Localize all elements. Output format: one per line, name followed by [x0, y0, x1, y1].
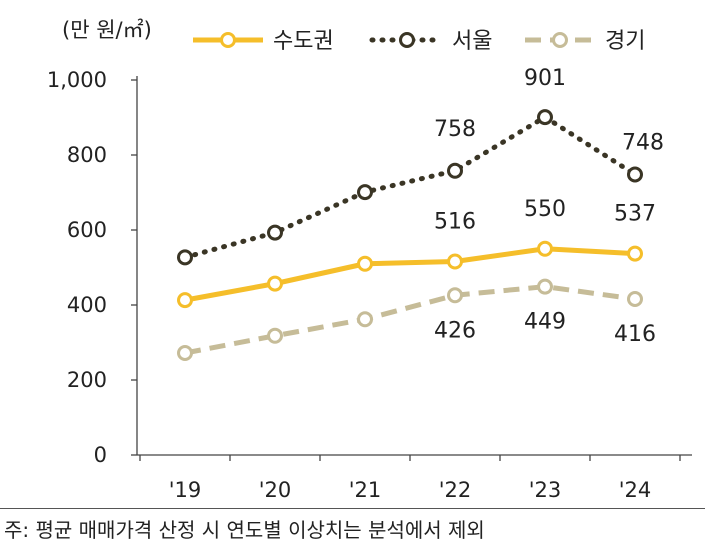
data-point [177, 292, 193, 309]
data-label: 748 [622, 131, 664, 156]
data-label: 758 [434, 117, 476, 142]
series-0 [177, 240, 643, 309]
x-tick-label: '20 [259, 478, 292, 502]
y-tick-label: 200 [67, 368, 107, 392]
data-point [537, 278, 553, 295]
data-label: 449 [524, 310, 566, 335]
series-1 [177, 109, 643, 266]
x-tick-label: '19 [169, 478, 202, 502]
data-point [357, 255, 373, 272]
series-layer [177, 109, 643, 361]
legend: 수도권 서울 경기 [193, 29, 645, 54]
data-point [267, 275, 283, 292]
y-tick-label: 800 [67, 143, 107, 167]
chart: (만 원/㎡) 수도권 서울 경기 0 200 400 600 800 1,000 '19 '20… [47, 18, 692, 502]
x-tick-label: '23 [529, 478, 562, 502]
data-label: 516 [434, 210, 476, 235]
data-label: 537 [614, 202, 656, 227]
data-label: 416 [614, 322, 656, 347]
x-tick-label: '24 [619, 478, 652, 502]
legend-item-1: 서울 [369, 29, 492, 54]
footnote: 주: 평균 매매가격 산정 시 연도별 이상치는 분석에서 제외 [4, 518, 485, 542]
data-point [177, 249, 193, 266]
data-point [447, 253, 463, 270]
data-point [627, 245, 643, 262]
data-point [267, 327, 283, 344]
data-point [627, 291, 643, 307]
axes: 0 200 400 600 800 1,000 '19 '20 '21 '22 '23 '24 [47, 68, 692, 502]
unit-label: (만 원/㎡) [62, 18, 152, 42]
series-2 [177, 278, 643, 361]
data-point [627, 166, 643, 183]
data-label: 901 [524, 66, 566, 91]
data-labels: 516 550 537 758 901 748 426 449 416 [434, 66, 664, 347]
legend-item-0: 수도권 [193, 29, 334, 54]
data-point [537, 109, 553, 126]
data-point [357, 184, 373, 201]
data-point [537, 240, 553, 257]
x-tick-label: '22 [439, 478, 472, 502]
y-tick-label: 0 [94, 443, 107, 467]
y-tick-label: 400 [67, 293, 107, 317]
data-point [447, 287, 463, 304]
legend-item-2: 경기 [525, 29, 645, 54]
y-tick-label: 600 [67, 218, 107, 242]
legend-swatch-marker [552, 32, 568, 48]
series-line [182, 114, 638, 260]
data-label: 426 [434, 318, 476, 343]
data-label: 550 [524, 197, 566, 222]
legend-label: 수도권 [273, 29, 334, 54]
data-point [177, 345, 193, 361]
data-point [447, 162, 463, 179]
series-line [184, 284, 636, 356]
legend-label: 경기 [605, 29, 645, 54]
footnote-divider [0, 508, 705, 509]
series-line [184, 246, 636, 303]
x-tick-label: '21 [349, 478, 382, 502]
legend-swatch-marker [220, 32, 236, 48]
data-point [267, 224, 283, 241]
legend-label: 서울 [452, 29, 492, 54]
data-point [357, 311, 373, 328]
y-tick-label: 1,000 [47, 68, 107, 92]
legend-swatch-marker [399, 32, 415, 48]
